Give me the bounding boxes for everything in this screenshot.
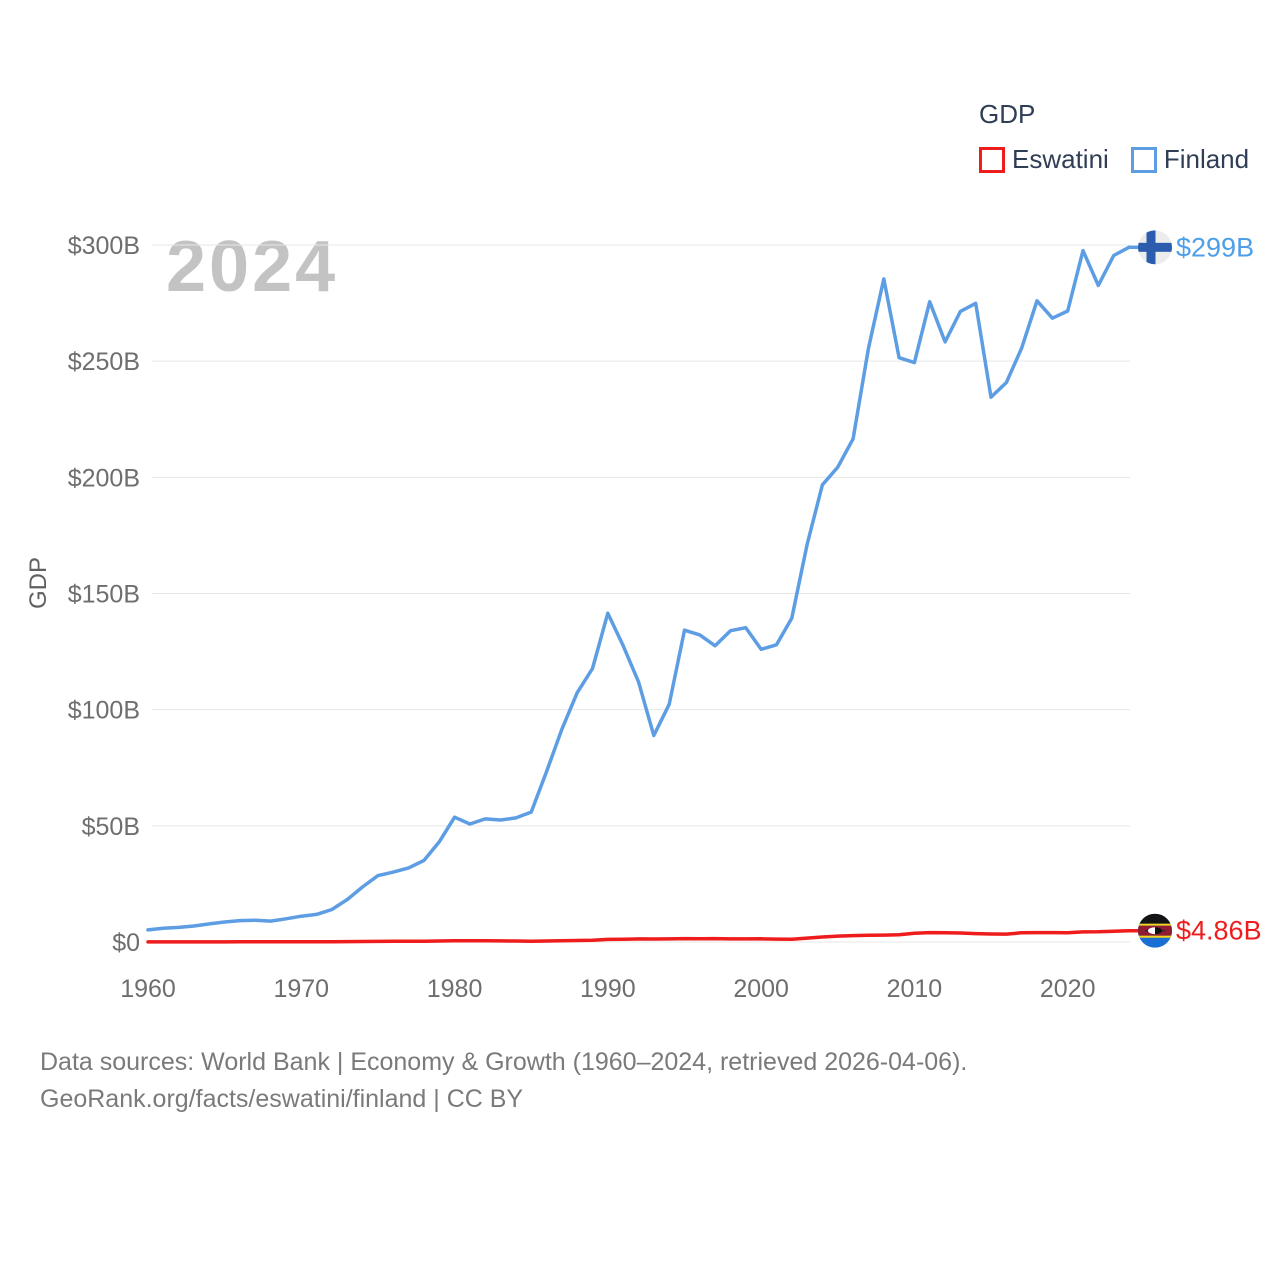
x-tick-label: 1970	[273, 975, 329, 1003]
y-tick-label: $50B	[82, 813, 140, 841]
chart-area: $0 $50B $100B $150B $200B $250B $300B 1960 1970 1…	[25, 230, 1262, 1003]
series-eswatini-line	[146, 928, 1157, 944]
x-tick-label: 2020	[1040, 975, 1096, 1003]
footer-url-line: GeoRank.org/facts/eswatini/finland | CC …	[40, 1085, 524, 1113]
gridlines	[152, 244, 1130, 943]
y-tick-label: $250B	[68, 348, 140, 376]
legend-item-finland[interactable]: Finland	[1130, 144, 1250, 175]
x-tick-label: 1960	[120, 975, 176, 1003]
y-tick-label: $300B	[68, 232, 140, 260]
y-tick-label: $200B	[68, 464, 140, 492]
y-tick-label: $150B	[68, 581, 140, 609]
eswatini-flag-icon	[1138, 913, 1172, 948]
finland-swatch-icon	[1130, 146, 1157, 173]
year-watermark: 2024	[166, 227, 339, 307]
x-tick-label: 1990	[580, 975, 636, 1003]
legend-item-label: Eswatini	[1012, 144, 1109, 174]
legend-item-eswatini[interactable]: Eswatini	[979, 144, 1109, 175]
legend-title: GDP	[979, 99, 1036, 129]
x-tick-label: 2010	[887, 975, 943, 1003]
y-axis-title: GDP	[25, 557, 52, 609]
legend: GDP Eswatini Finland	[979, 99, 1249, 175]
x-tick-label: 2000	[733, 975, 789, 1003]
eswatini-swatch-icon	[979, 146, 1005, 173]
y-tick-label: $100B	[68, 697, 140, 725]
legend-item-label: Finland	[1163, 144, 1250, 174]
axis-tick-labels: $0 $50B $100B $150B $200B $250B $300B 1960 1970 1…	[68, 232, 1096, 1003]
eswatini-end-label: $4.86B	[1176, 916, 1262, 946]
x-tick-label: 1980	[427, 975, 483, 1003]
finland-end-label: $299B	[1176, 232, 1254, 262]
footer: Data sources: World Bank | Economy & Gro…	[40, 1044, 967, 1118]
footer-source-line: Data sources: World Bank | Economy & Gro…	[40, 1048, 968, 1076]
finland-flag-icon	[1138, 230, 1172, 265]
y-tick-label: $0	[112, 929, 140, 957]
legend-items: Eswatini Finland	[979, 144, 1249, 175]
series-finland-line	[146, 245, 1157, 932]
